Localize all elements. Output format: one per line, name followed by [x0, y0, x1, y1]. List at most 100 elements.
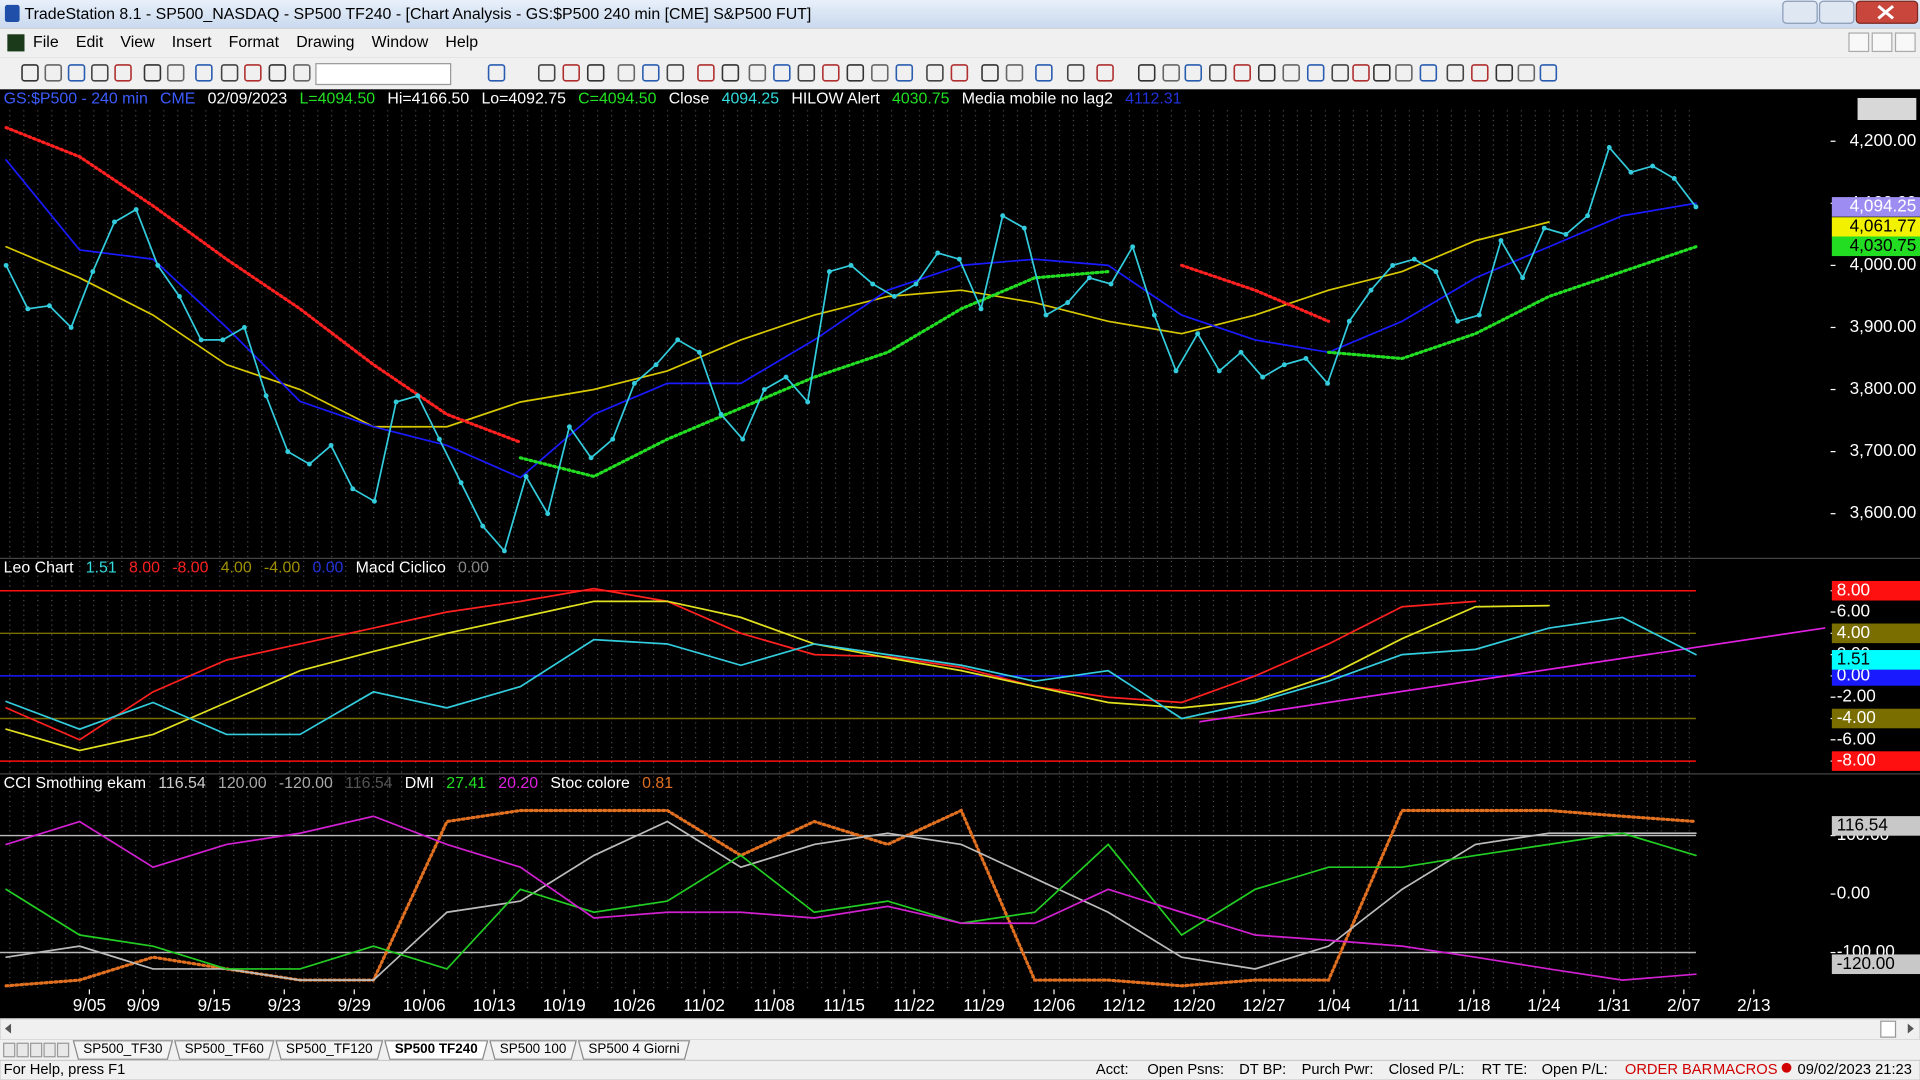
- scroll-left[interactable]: [4, 1023, 12, 1034]
- toolbar-button[interactable]: [642, 64, 660, 82]
- toolbar-button[interactable]: [1395, 64, 1413, 82]
- sheet-tab-label[interactable]: SP500 TF240: [395, 1041, 478, 1056]
- sheet-tab-label[interactable]: SP500_TF60: [185, 1041, 264, 1056]
- toolbar-button[interactable]: [895, 64, 914, 82]
- toolbar-button[interactable]: [1331, 64, 1349, 82]
- toolbar-button[interactable]: [797, 64, 816, 82]
- toolbar-button[interactable]: [617, 64, 636, 82]
- sheet-tab[interactable]: [577, 1040, 691, 1060]
- mdi-minimize[interactable]: [1848, 32, 1870, 53]
- toolbar-button[interactable]: [697, 64, 715, 82]
- toolbar-button[interactable]: [1352, 64, 1370, 82]
- tab-nav-button[interactable]: [3, 1042, 16, 1058]
- toolbar-button[interactable]: [1257, 64, 1276, 82]
- sheet-tab[interactable]: [72, 1040, 174, 1060]
- toolbar-button[interactable]: [773, 64, 791, 82]
- toolbar-button[interactable]: [1419, 64, 1438, 82]
- toolbar-button[interactable]: [67, 64, 86, 82]
- toolbar-button[interactable]: [1209, 64, 1227, 82]
- status-field: Purch Pwr:: [1302, 1062, 1374, 1078]
- toolbar-button[interactable]: [1471, 64, 1489, 82]
- sheet-tab-label[interactable]: SP500 100: [500, 1041, 567, 1056]
- plot: [3, 126, 1699, 554]
- toolbar-button[interactable]: [950, 64, 969, 82]
- menu-item[interactable]: View: [120, 34, 155, 51]
- menu-item[interactable]: File: [33, 34, 59, 51]
- price-dot: [1476, 312, 1482, 318]
- maximize-button[interactable]: [1818, 0, 1855, 24]
- menu-item[interactable]: Help: [445, 34, 478, 51]
- toolbar-button[interactable]: [1282, 64, 1300, 82]
- symbol-combo[interactable]: [315, 63, 452, 86]
- toolbar-button[interactable]: [1137, 64, 1156, 82]
- toolbar-button[interactable]: [114, 64, 132, 82]
- toolbar-button[interactable]: [1162, 64, 1180, 82]
- horizontal-scrollbar[interactable]: [0, 1018, 1920, 1041]
- order-bar-button[interactable]: ORDER BAR: [1625, 1062, 1712, 1078]
- toolbar-button[interactable]: [981, 64, 999, 82]
- toolbar-button[interactable]: [1035, 64, 1053, 82]
- toolbar-button[interactable]: [586, 64, 605, 82]
- toolbar-button[interactable]: [1066, 64, 1085, 82]
- toolbar-button[interactable]: [1539, 64, 1558, 82]
- sheet-tab-label[interactable]: SP500_TF30: [83, 1041, 162, 1056]
- toolbar-button[interactable]: [195, 64, 213, 82]
- macros-button[interactable]: MACROS: [1713, 1062, 1778, 1078]
- tab-nav-button[interactable]: [16, 1042, 29, 1058]
- toolbar-button[interactable]: [748, 64, 767, 82]
- sheet-tab-label[interactable]: SP500_TF120: [286, 1041, 373, 1056]
- toolbar-button[interactable]: [926, 64, 944, 82]
- value-badge-label: 4,061.77: [1850, 216, 1917, 236]
- toolbar: [0, 57, 1920, 90]
- toolbar-button[interactable]: [143, 64, 162, 82]
- menu-item[interactable]: Insert: [172, 34, 212, 51]
- tab-nav-button[interactable]: [30, 1042, 43, 1058]
- toolbar-button[interactable]: [537, 64, 556, 82]
- toolbar-button[interactable]: [21, 64, 39, 82]
- menu-item[interactable]: Drawing: [296, 34, 354, 51]
- toolbar-button[interactable]: [44, 64, 63, 82]
- sheet-tab[interactable]: [173, 1040, 275, 1060]
- toolbar-button[interactable]: [1233, 64, 1251, 82]
- price-dot: [1238, 349, 1244, 355]
- toolbar-button[interactable]: [166, 64, 185, 82]
- sheet-tab[interactable]: [489, 1040, 577, 1060]
- minimize-button[interactable]: [1782, 0, 1818, 24]
- toolbar-button[interactable]: [1373, 64, 1391, 82]
- toolbar-button[interactable]: [268, 64, 287, 82]
- toolbar-button[interactable]: [846, 64, 865, 82]
- menu-item[interactable]: Window: [372, 34, 429, 51]
- mdi-restore[interactable]: [1871, 32, 1893, 53]
- x-tick-label: 1/11: [1388, 995, 1420, 1015]
- toolbar-button[interactable]: [1306, 64, 1325, 82]
- toolbar-button[interactable]: [244, 64, 262, 82]
- mdi-close[interactable]: [1894, 32, 1916, 53]
- toolbar-button[interactable]: [91, 64, 109, 82]
- sheet-tab[interactable]: [275, 1040, 384, 1060]
- sheet-tab-label[interactable]: SP500 4 Giorni: [588, 1041, 679, 1056]
- toolbar-button[interactable]: [721, 64, 740, 82]
- tab-nav-button[interactable]: [43, 1042, 56, 1058]
- toolbar-button[interactable]: [1495, 64, 1514, 82]
- indicator-line: [518, 245, 1698, 479]
- scroll-right[interactable]: [1907, 1023, 1914, 1034]
- toolbar-button[interactable]: [1517, 64, 1536, 82]
- toolbar-button[interactable]: [562, 64, 580, 82]
- toolbar-button[interactable]: [220, 64, 239, 82]
- toolbar-button[interactable]: [666, 64, 685, 82]
- toolbar-button[interactable]: [1184, 64, 1203, 82]
- menu-item[interactable]: Format: [229, 34, 280, 51]
- menu-item[interactable]: Edit: [76, 34, 104, 51]
- toolbar-button[interactable]: [293, 64, 311, 82]
- y-tick-label: -6.00: [1837, 728, 1876, 748]
- scroll-thumb[interactable]: [1880, 1020, 1897, 1038]
- toolbar-button[interactable]: [1446, 64, 1465, 82]
- toolbar-button[interactable]: [487, 64, 506, 82]
- sheet-tab[interactable]: [384, 1040, 489, 1060]
- toolbar-button[interactable]: [1005, 64, 1024, 82]
- chart-window-buttons[interactable]: [1857, 97, 1917, 120]
- toolbar-button[interactable]: [1096, 64, 1114, 82]
- tab-nav-button[interactable]: [56, 1042, 70, 1058]
- toolbar-button[interactable]: [822, 64, 840, 82]
- toolbar-button[interactable]: [871, 64, 889, 82]
